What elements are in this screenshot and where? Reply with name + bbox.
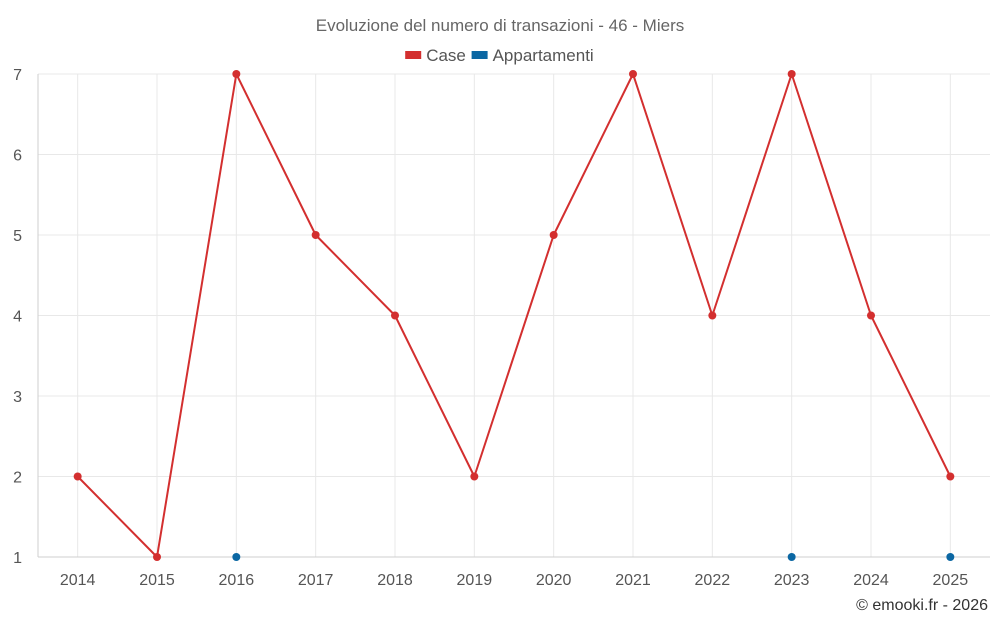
legend-label-appartamenti[interactable]: Appartamenti [493, 46, 594, 65]
data-point-case-2021[interactable] [629, 70, 637, 78]
legend-label-case[interactable]: Case [426, 46, 466, 65]
x-axis-ticks: 2014 2015 2016 2017 2018 2019 2020 2021 2022 2023… [60, 572, 968, 589]
y-tick-label: 5 [13, 228, 22, 245]
data-point-appartamenti-2025[interactable] [946, 553, 955, 561]
data-point-case-2020[interactable] [549, 231, 558, 239]
series-line-case [76, 73, 952, 558]
data-point-case-2019[interactable] [470, 472, 479, 481]
axes [37, 74, 990, 558]
x-tick-label: 2019 [457, 572, 493, 589]
x-tick-label: 2025 [933, 572, 969, 589]
data-point-appartamenti-2016[interactable] [232, 553, 241, 561]
data-point-case-2024[interactable] [867, 311, 875, 320]
data-point-case-2025[interactable] [946, 472, 955, 481]
x-tick-label: 2021 [615, 572, 651, 589]
series-layer [73, 70, 955, 561]
x-tick-label: 2018 [377, 572, 413, 589]
x-tick-label: 2023 [774, 572, 810, 589]
data-point-case-2018[interactable] [391, 311, 399, 320]
chart-title: Evoluzione del numero di transazioni - 4… [316, 16, 685, 35]
legend-swatch-appartamenti[interactable] [471, 51, 488, 59]
grid [38, 73, 990, 558]
y-tick-label: 2 [13, 470, 22, 487]
legend-swatch-case[interactable] [405, 51, 422, 59]
y-tick-label: 6 [13, 148, 22, 165]
data-point-case-2015[interactable] [153, 553, 161, 561]
x-tick-label: 2020 [536, 572, 572, 589]
legend: Case Appartamenti [405, 46, 594, 65]
data-point-case-2022[interactable] [708, 311, 717, 320]
x-tick-label: 2017 [298, 572, 334, 589]
y-tick-label: 3 [13, 389, 22, 406]
data-point-case-2014[interactable] [73, 472, 82, 481]
x-tick-label: 2016 [219, 572, 255, 589]
data-point-case-2023[interactable] [787, 70, 796, 78]
y-tick-label: 7 [13, 67, 22, 84]
x-tick-label: 2022 [695, 572, 731, 589]
y-tick-label: 4 [13, 309, 22, 326]
x-tick-label: 2015 [139, 572, 175, 589]
data-point-case-2016[interactable] [232, 70, 241, 78]
y-tick-label: 1 [13, 550, 22, 567]
y-axis-ticks: 1 2 3 4 5 6 7 [13, 67, 22, 567]
credit-text: © emooki.fr - 2026 [856, 597, 988, 614]
data-point-case-2017[interactable] [311, 231, 320, 239]
data-point-appartamenti-2023[interactable] [787, 553, 796, 561]
x-tick-label: 2024 [853, 572, 889, 589]
x-tick-label: 2014 [60, 572, 96, 589]
